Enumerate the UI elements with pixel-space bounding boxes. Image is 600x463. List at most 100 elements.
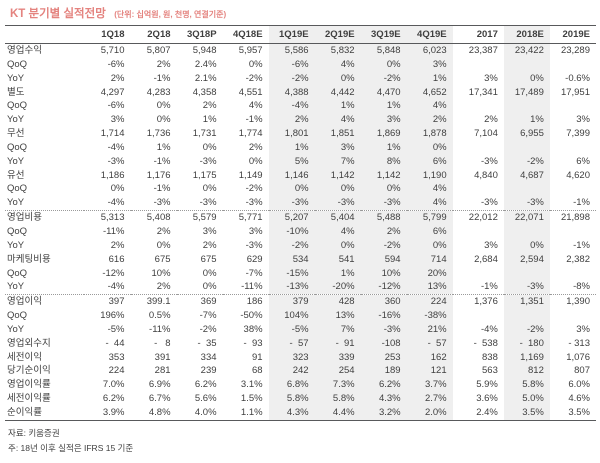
cell: 0% <box>503 71 550 86</box>
cell: 17,341 <box>468 86 498 98</box>
table-row: QoQ 0% -1% 0% -2% 0% 0% 0% 4% <box>5 182 596 197</box>
row-label: YoY <box>7 323 25 335</box>
cell: 1% <box>360 99 407 114</box>
table-row: 마케팅비용 616 675 675 629 534 541 594 714 2,684 2,594 2… <box>5 252 596 267</box>
cell: 3.5% <box>568 406 590 418</box>
cell: 5.8% <box>268 392 315 406</box>
row-label: YoY <box>7 155 25 167</box>
cell: 1,190 <box>406 168 453 183</box>
cell: 0% <box>202 183 217 195</box>
cell <box>550 267 596 281</box>
cell <box>453 58 504 72</box>
cell: 7% <box>314 322 361 337</box>
cell: 0% <box>156 114 171 126</box>
cell: -6% <box>107 58 125 70</box>
cell: 2% <box>248 141 263 153</box>
cell: 38% <box>243 323 263 335</box>
cell: 807 <box>574 365 590 377</box>
table-row: YoY 3% 0% 1% -1% 2% 4% 3% 2% 2% 1% 3% <box>5 113 596 128</box>
cell: 4% <box>248 100 263 112</box>
cell: 4,283 <box>146 86 171 98</box>
cell: - 8 <box>154 337 171 349</box>
row-label: QoQ <box>7 183 28 195</box>
cell: 3.2% <box>360 405 407 421</box>
cell: 1.1% <box>240 406 263 418</box>
cell: -3% <box>153 197 171 209</box>
cell: 0% <box>248 58 263 70</box>
cell: 1,390 <box>549 294 596 310</box>
cell: 0% <box>110 183 125 195</box>
cell: 2.7% <box>406 392 453 406</box>
cell: 675 <box>200 253 217 265</box>
cell <box>453 309 504 323</box>
cell: -3% <box>199 197 217 209</box>
cell: 91 <box>251 351 263 363</box>
cell: 6,955 <box>503 127 550 141</box>
row-label: 세전이익 <box>7 351 42 363</box>
cell: 2% <box>110 239 125 251</box>
cell: 5% <box>268 154 315 169</box>
cell: -2% <box>360 71 407 86</box>
cell: -11% <box>103 225 125 237</box>
cell: -5% <box>268 322 315 337</box>
header-row: 1Q18 2Q18 3Q18P 4Q18E 1Q19E 2Q19E 3Q19E 4Q19E 20… <box>5 25 596 44</box>
cell: 281 <box>154 365 171 377</box>
cell: -8% <box>573 281 590 293</box>
cell: 3.6% <box>476 393 498 405</box>
cell: 2% <box>202 239 217 251</box>
cell: 13% <box>406 280 453 295</box>
table-row: 영업이익 397 399.1 369 186 379 428 360 224 1,376 1,351… <box>5 294 596 310</box>
cell: 714 <box>406 252 453 267</box>
cell: 7.3% <box>314 378 361 393</box>
cell: -50% <box>240 310 263 322</box>
table-row: 별도 4,297 4,283 4,358 4,551 4,388 4,442 4,470 4,6… <box>5 85 596 100</box>
cell: -3% <box>268 196 315 211</box>
table-row: 영업수익 5,710 5,807 5,948 5,957 5,586 5,832 5,848 6… <box>5 43 596 58</box>
cell: - 44 <box>105 337 125 349</box>
cell: 5,799 <box>406 210 453 225</box>
cell: 4,442 <box>314 85 361 100</box>
cell: - 35 <box>197 337 217 349</box>
cell: 104% <box>268 309 315 323</box>
cell: 22,071 <box>503 210 550 225</box>
source-note: 자료: 키움증권 <box>8 427 60 438</box>
cell: -3% <box>360 322 407 337</box>
cell: -2% <box>268 71 315 86</box>
cell: 369 <box>176 294 223 310</box>
cell <box>453 141 504 155</box>
cell: -15% <box>268 266 315 281</box>
row-label: QoQ <box>7 100 28 112</box>
cell: 1,186 <box>100 169 125 181</box>
header-cell: 1Q18 <box>84 25 131 44</box>
header-cell: 2017 <box>452 25 504 44</box>
cell: 0% <box>503 238 550 253</box>
table-row: QoQ -4% 1% 0% 2% 1% 3% 1% 0% <box>5 140 596 155</box>
cell: 1.5% <box>240 393 263 405</box>
cell <box>550 58 596 72</box>
cell: 4% <box>314 224 361 239</box>
table-row: YoY 2% -1% 2.1% -2% -2% 0% -2% 1% 3% 0% -0.6% <box>5 71 596 86</box>
cell: - 313 <box>568 337 590 349</box>
cell: 3% <box>484 72 498 84</box>
cell: -4% <box>107 197 125 209</box>
cell: 3% <box>314 140 361 155</box>
row-label: 순이익률 <box>7 406 42 418</box>
cell: 391 <box>154 351 171 363</box>
cell: 812 <box>503 364 550 379</box>
cell: 1,851 <box>314 127 361 141</box>
cell: 121 <box>406 364 453 379</box>
table-title: KT 분기별 실적전망 <box>10 8 106 20</box>
cell <box>503 99 550 114</box>
cell <box>453 182 504 196</box>
table-row: 무선 1,714 1,736 1,731 1,774 1,801 1,851 1,869 1,8… <box>5 127 596 141</box>
cell: 1% <box>314 99 361 114</box>
cell: 3% <box>110 114 125 126</box>
cell: 3.9% <box>102 406 125 418</box>
cell <box>550 99 596 113</box>
cell: 4.3% <box>360 392 407 406</box>
cell: 5.6% <box>194 393 217 405</box>
cell: 1,149 <box>238 169 263 181</box>
row-label: 영업이익률 <box>7 379 51 391</box>
cell: 6.9% <box>148 379 171 391</box>
cell: 2,594 <box>503 252 550 267</box>
